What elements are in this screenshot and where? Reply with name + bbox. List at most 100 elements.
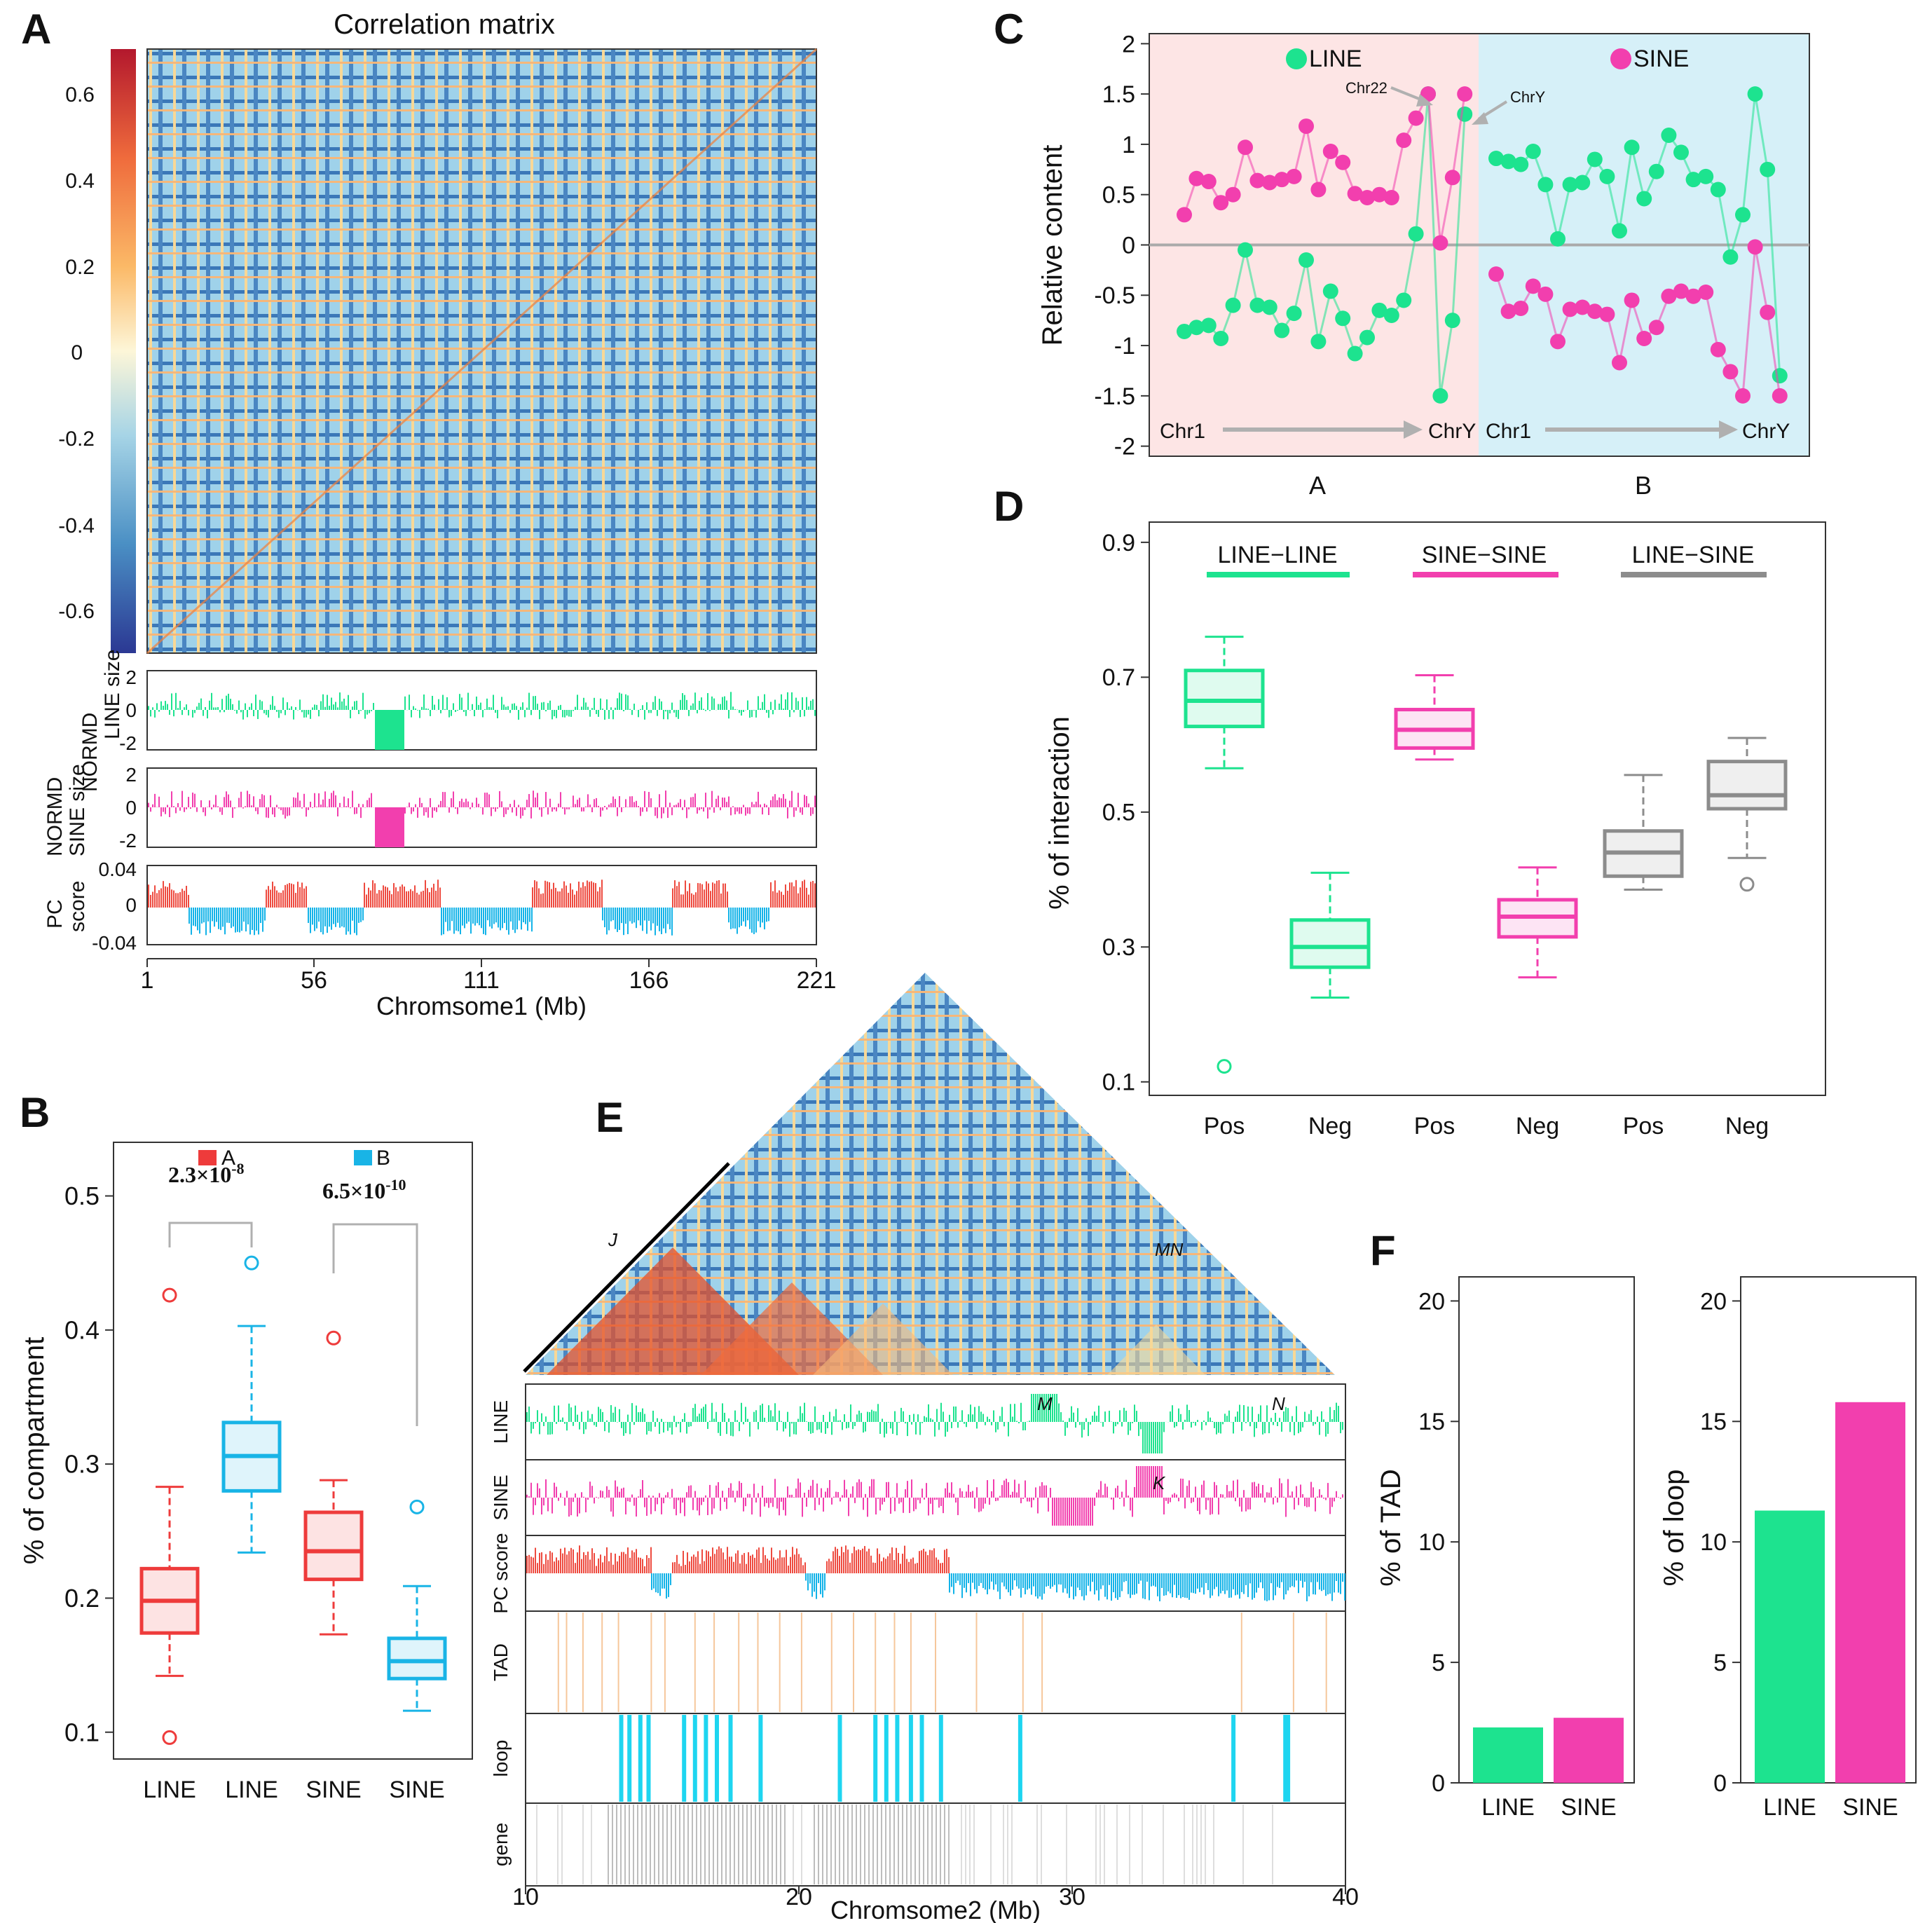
orange-domain [813,1303,953,1375]
series-point [1335,154,1351,170]
annotation-k: K [1153,1472,1166,1493]
series-point [1371,302,1388,318]
bar [1755,1510,1825,1783]
loop-track-lines [619,1715,1291,1802]
colorbar-tick: 0.4 [65,170,95,193]
colorbar-tick: 0.6 [65,83,95,107]
y-tick-label: 20 [1418,1288,1445,1315]
colorbar-tick: 0 [71,341,83,364]
series-point [1599,306,1615,322]
series-point [1562,301,1578,317]
y-tick-label: 0 [1122,232,1135,259]
legend-dot-sine [1610,48,1631,69]
series-point [1636,191,1652,207]
series-point [1488,266,1504,282]
colorbar-tick: 0.2 [65,256,95,279]
colorbar-tick: -0.4 [58,514,95,538]
x-tick-label: SINE [1842,1794,1898,1821]
series-point [1525,278,1541,294]
colorbar-ticks: 0.6 0.4 0.2 0 -0.2 -0.4 -0.6 [58,83,95,623]
series-point [1249,172,1266,189]
series-point [1213,195,1229,211]
series-point [1274,172,1290,188]
panel-b: B 0.10.20.30.40.5 % of compartment LINE L… [19,1089,473,1803]
track-tick: -2 [119,732,137,754]
box-outlier [409,1499,425,1514]
line-track-label: LINE size [101,650,124,739]
series-point [1587,151,1603,167]
panel-f-label: F [1370,1227,1396,1274]
series-point [1661,288,1677,304]
series-point [1261,174,1277,191]
sine-track-bars [526,1466,1343,1526]
group-label-b: B [1635,471,1652,500]
y-axis-label: Relative content [1037,145,1068,346]
legend-label-b: B [376,1147,390,1170]
series-point [1735,388,1751,404]
sine-size-bars [148,791,816,819]
chr22-annotation: Chr22 [1345,79,1388,97]
y-tick-label: 0.4 [64,1315,100,1344]
series-point [1612,355,1627,371]
y-tick-label: 0.5 [64,1182,100,1210]
x-tick-label: Neg [1725,1113,1769,1140]
series-point [1457,106,1473,122]
x-tick-label: 111 [463,967,500,994]
series-point [1685,288,1701,304]
series-point [1500,153,1516,170]
track-tick: 0 [125,894,137,916]
y-tick-label: 5 [1432,1650,1445,1676]
panel-e-xlabel: Chromsome2 (Mb) [830,1896,1041,1923]
box-outlier [162,1287,177,1303]
track-tick: 2 [125,666,137,688]
x-tick-label: Pos [1623,1113,1664,1140]
significance-bracket [332,1223,418,1426]
track-frame [525,1713,1346,1804]
y-ticks: 0.1 0.2 0.3 0.4 0.5 [64,1182,114,1746]
panel-d-label: D [994,483,1024,530]
p-value-annotation: 2.3×10-8 [168,1160,245,1187]
line-gap-block [375,710,404,750]
series-point [1772,368,1788,384]
y-tick-label: 0 [1432,1770,1445,1797]
y-ticks: 2 1.5 1 0.5 0 -0.5 -1 -1.5 -2 [1094,31,1149,460]
track-tick: 0.04 [99,858,137,880]
series-point [1673,283,1689,299]
track-tick: -2 [119,830,137,851]
track-tick: 0 [125,797,137,819]
series-point [1710,341,1726,357]
y-axis-label: % of TAD [1376,1469,1406,1586]
x-tick-label: LINE [1763,1794,1816,1821]
series-point [1188,170,1205,186]
group-header: LINE−SINE [1632,542,1755,568]
line-track-label: NORMD [78,713,102,792]
series-point [1513,156,1529,172]
panel-a-title: Correlation matrix [334,9,555,40]
series-point [1698,168,1714,184]
series-point [1444,313,1460,329]
box-outlier [1217,1059,1232,1074]
panel-b-label: B [20,1089,50,1136]
x-tick-label: 166 [629,967,669,994]
group-header: SINE−SINE [1422,542,1547,568]
series-point [1550,334,1566,350]
y-ticks: 0.9 0.7 0.5 0.3 0.1 [1102,530,1149,1096]
series-point [1710,182,1726,198]
colorbar-tick: -0.2 [58,427,95,451]
series-point [1238,242,1253,258]
legend-label-line: LINE [1309,46,1362,72]
series-point [1188,320,1205,336]
series-point [1562,177,1578,193]
series-point [1537,177,1554,193]
series-point [1500,303,1516,320]
significance-bracket [168,1221,253,1247]
box-body [1706,760,1788,811]
bar-groups: 0 5 10 15 20 LINE SINE 0 5 10 15 20 LINE SINE [1418,1288,1905,1821]
x-tick-label: 30 [1059,1884,1085,1910]
x-tick-label: SINE [306,1777,361,1803]
bar [1835,1402,1905,1783]
series-point [1673,144,1689,160]
track-label: SINE [490,1474,512,1520]
x-tick-label: LINE [1481,1794,1535,1821]
y-axis-label: % of loop [1659,1470,1690,1587]
